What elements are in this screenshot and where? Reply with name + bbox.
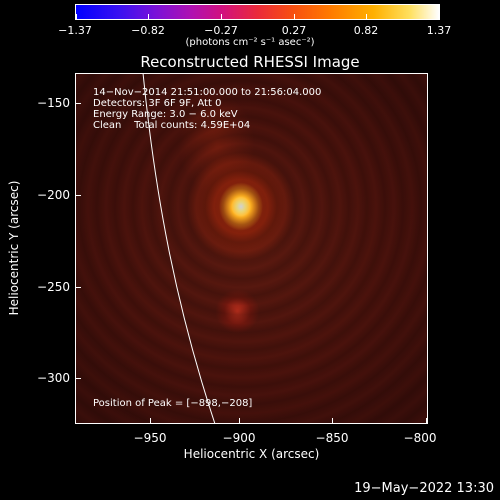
colorbar-label: −1.37 bbox=[58, 24, 92, 37]
colorbar-tick bbox=[221, 14, 222, 19]
colorbar-label: 0.82 bbox=[353, 24, 379, 37]
x-tick bbox=[239, 418, 240, 424]
colorbar-tick bbox=[148, 14, 149, 19]
colorbar-label: 0.27 bbox=[281, 24, 307, 37]
colorbar bbox=[75, 4, 440, 20]
solar-limb bbox=[142, 73, 216, 424]
y-tick bbox=[75, 287, 81, 288]
colorbar-tick bbox=[76, 14, 77, 19]
y-tick-label: −250 bbox=[37, 280, 70, 294]
y-tick-label: −300 bbox=[37, 371, 70, 385]
colorbar-units: (photons cm⁻² s⁻¹ asec⁻²) bbox=[185, 37, 315, 48]
y-tick bbox=[75, 378, 81, 379]
image-title: Reconstructed RHESSI Image bbox=[140, 53, 360, 71]
colorbar-label: −0.27 bbox=[204, 24, 238, 37]
info-detectors: Detectors: 3F 6F 9F, Att 0 bbox=[93, 98, 222, 109]
colorbar-label: 1.37 bbox=[426, 24, 452, 37]
y-tick-label: −200 bbox=[37, 188, 70, 202]
x-tick-label: −900 bbox=[222, 431, 256, 445]
x-tick-label: −800 bbox=[403, 431, 437, 445]
y-tick-label: −150 bbox=[37, 96, 70, 110]
colorbar-label: −0.82 bbox=[131, 24, 165, 37]
peak-position: Position of Peak = [−898,−208] bbox=[93, 398, 253, 409]
info-time-range: 14−Nov−2014 21:51:00.000 to 21:56:04.000 bbox=[93, 87, 322, 98]
x-tick-label: −850 bbox=[315, 431, 349, 445]
timestamp: 19−May−2022 13:30 bbox=[354, 481, 494, 496]
info-energy-range: Energy Range: 3.0 − 6.0 keV bbox=[93, 109, 238, 120]
colorbar-tick bbox=[294, 14, 295, 19]
y-tick bbox=[75, 103, 81, 104]
x-tick bbox=[150, 418, 151, 424]
x-axis-title: Heliocentric X (arcsec) bbox=[183, 447, 320, 461]
x-tick-label: −950 bbox=[133, 431, 167, 445]
colorbar-tick bbox=[366, 14, 367, 19]
info-counts: Clean Total counts: 4.59E+04 bbox=[93, 120, 251, 131]
colorbar-tick bbox=[438, 14, 439, 19]
y-axis-title: Heliocentric Y (arcsec) bbox=[7, 180, 21, 316]
solar-image bbox=[75, 73, 428, 424]
y-tick bbox=[75, 195, 81, 196]
x-tick bbox=[332, 418, 333, 424]
x-tick bbox=[426, 418, 427, 424]
